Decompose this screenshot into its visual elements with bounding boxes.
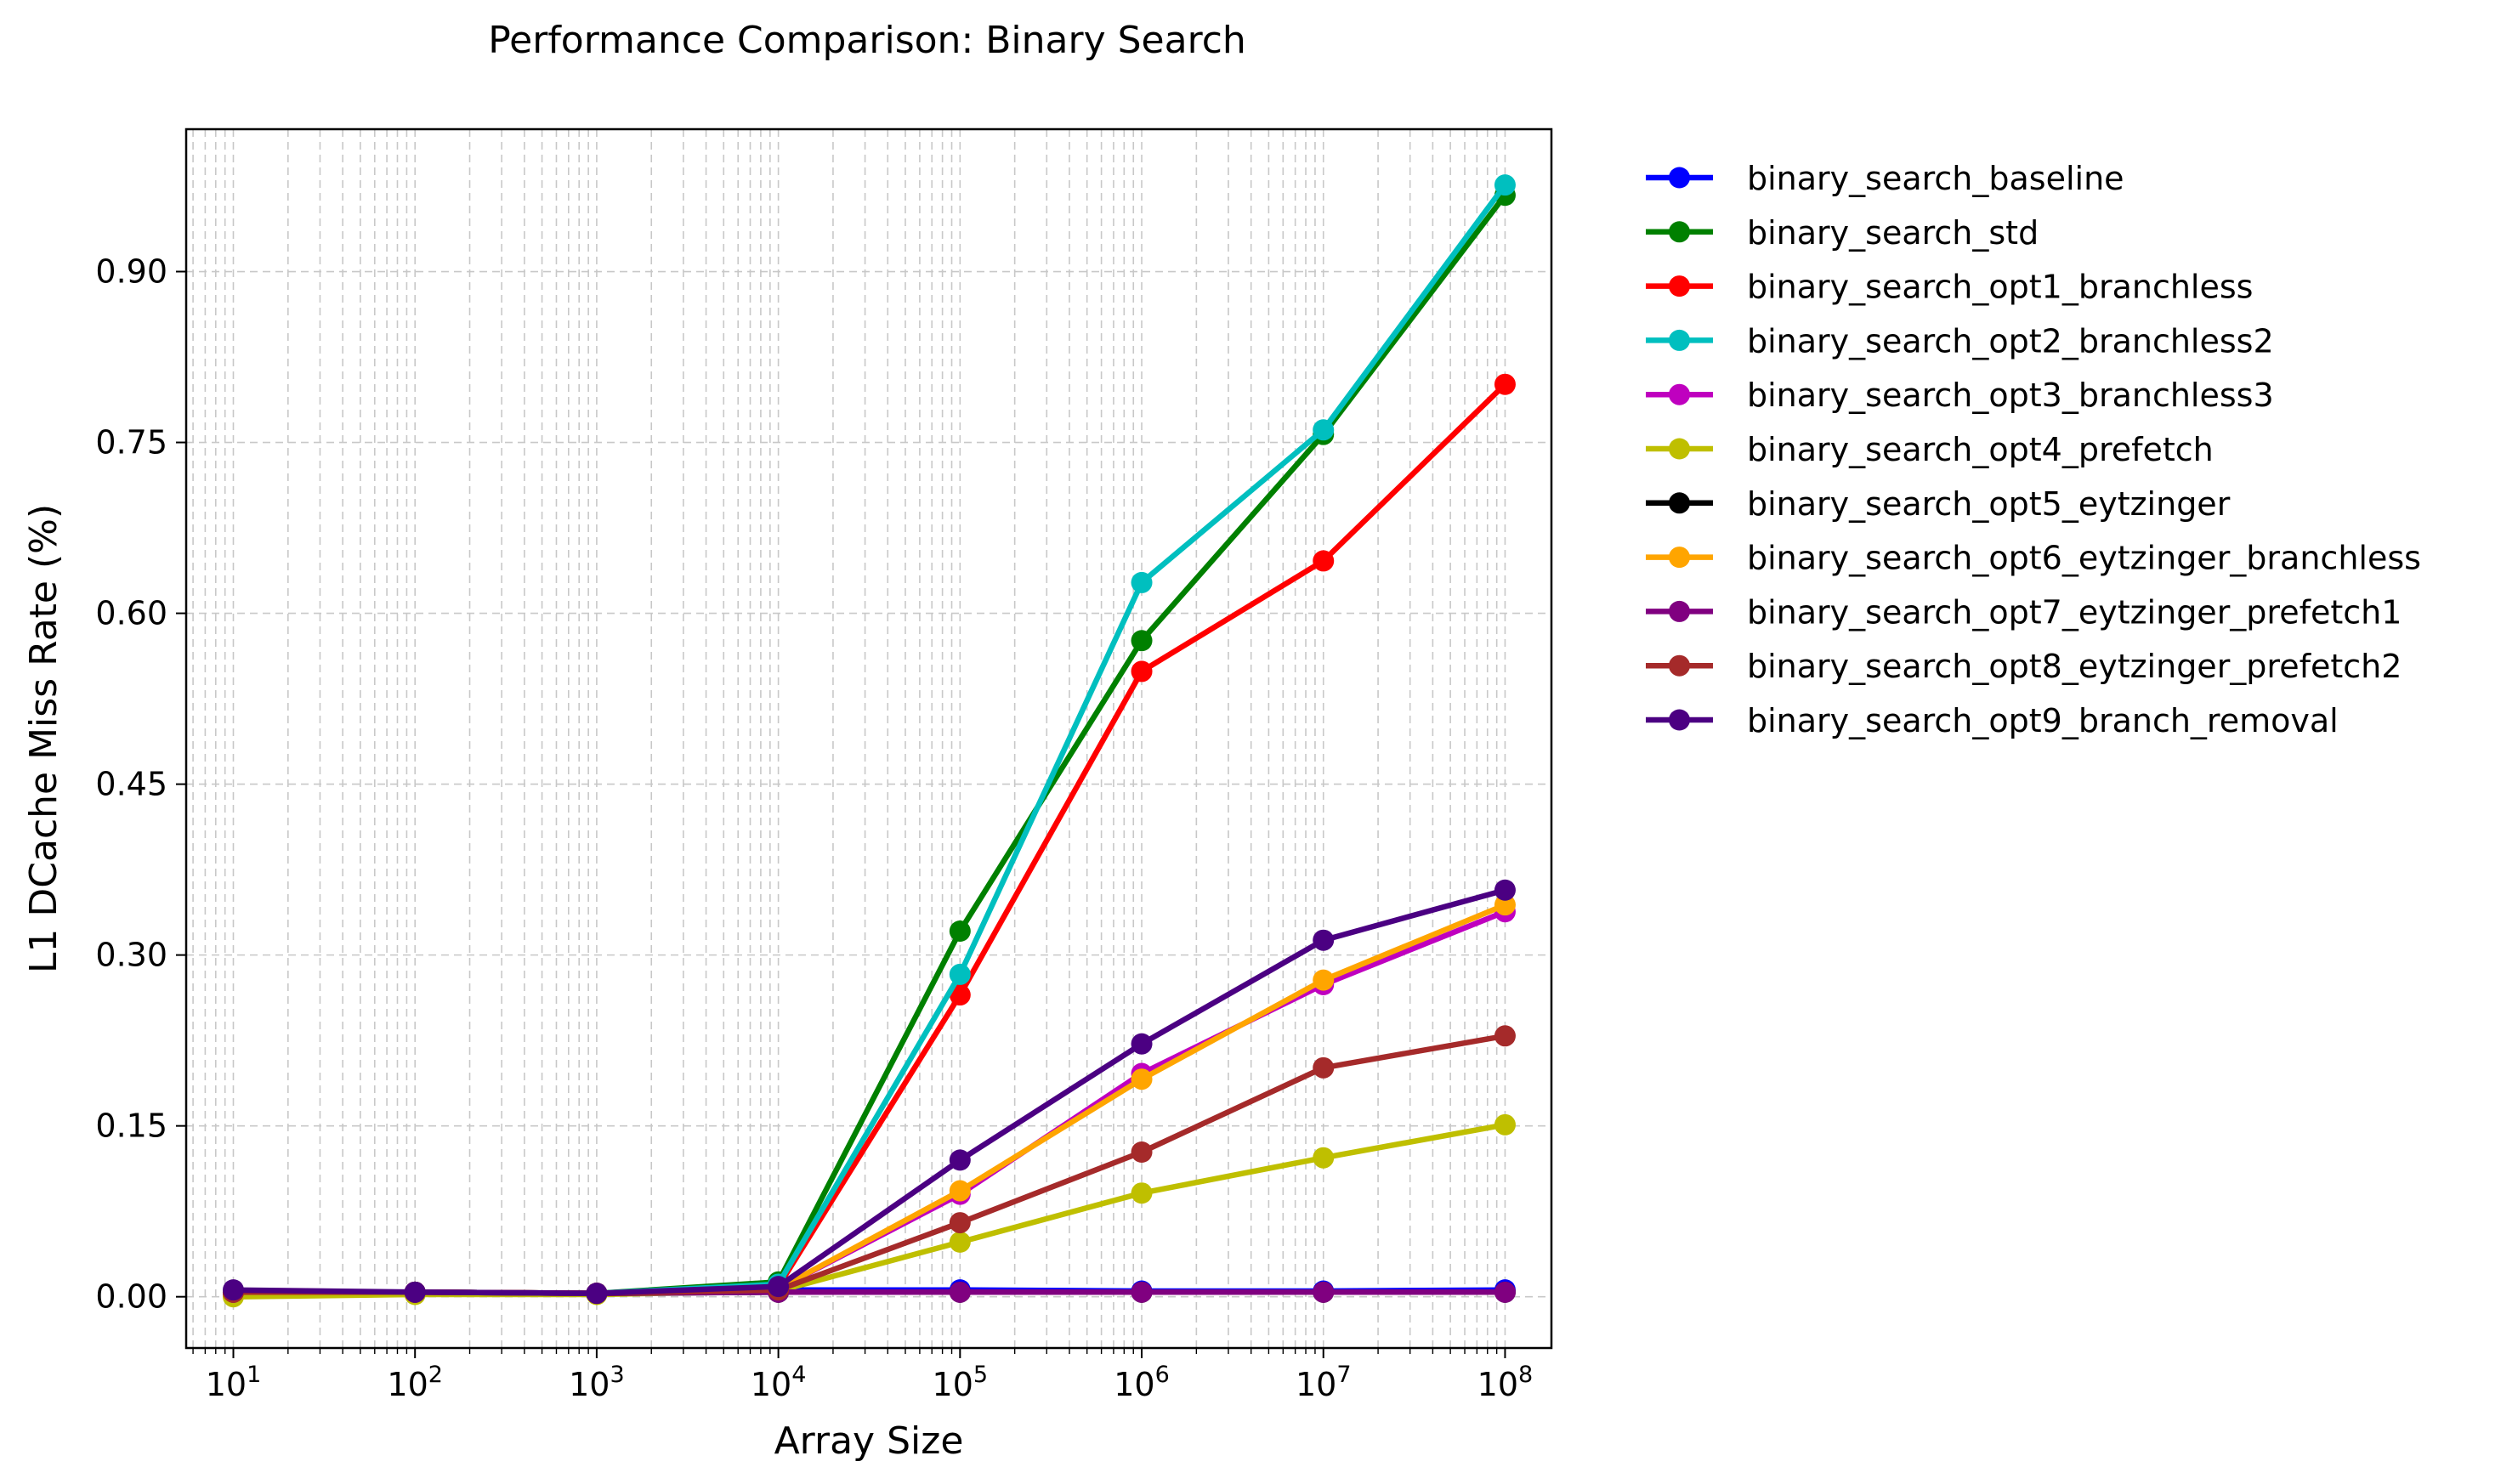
legend-entry: binary_search_opt9_branch_removal <box>1646 702 2339 739</box>
x-tick-label: 108 <box>1477 1362 1534 1403</box>
legend-entry: binary_search_std <box>1646 214 2039 252</box>
data-point <box>1494 894 1516 916</box>
x-tick-label: 105 <box>933 1362 989 1403</box>
legend-swatch-marker <box>1669 709 1690 731</box>
x-tick-label: 107 <box>1296 1362 1352 1403</box>
y-tick-label: 0.90 <box>95 253 167 291</box>
y-axis-label: L1 DCache Miss Rate (%) <box>22 504 65 973</box>
data-point <box>1494 1113 1516 1136</box>
y-axis: 0.00 0.15 0.30 0.45 0.60 0.75 0.90 <box>95 253 186 1316</box>
chart-title: Performance Comparison: Binary Search <box>488 19 1246 62</box>
data-point <box>404 1281 426 1303</box>
legend-label: binary_search_opt3_branchless3 <box>1747 377 2274 414</box>
data-point <box>1313 969 1335 991</box>
data-point <box>586 1283 608 1305</box>
series-lines <box>222 174 1516 1308</box>
y-tick-label: 0.60 <box>95 595 167 632</box>
data-point <box>1313 1147 1335 1169</box>
y-tick-label: 0.45 <box>95 766 167 803</box>
data-point <box>1494 879 1516 901</box>
y-tick-label: 0.00 <box>95 1278 167 1316</box>
legend-label: binary_search_opt9_branch_removal <box>1747 702 2339 739</box>
legend-swatch-marker <box>1669 221 1690 243</box>
legend-swatch-marker <box>1669 600 1690 622</box>
data-point <box>949 984 971 1006</box>
legend-swatch-marker <box>1669 275 1690 297</box>
legend-entry: binary_search_opt7_eytzinger_prefetch1 <box>1646 593 2402 631</box>
legend-entry: binary_search_opt6_eytzinger_branchless <box>1646 540 2421 577</box>
data-point <box>1494 174 1516 196</box>
y-tick-label: 0.30 <box>95 937 167 974</box>
data-point <box>1494 1025 1516 1047</box>
legend-swatch-marker <box>1669 329 1690 351</box>
data-point <box>1313 1056 1335 1079</box>
data-point <box>1131 571 1153 593</box>
data-point <box>1313 929 1335 951</box>
legend-entry: binary_search_opt2_branchless2 <box>1646 322 2274 360</box>
legend-swatch-marker <box>1669 167 1690 189</box>
legend-entry: binary_search_opt8_eytzinger_prefetch2 <box>1646 648 2402 685</box>
data-point <box>949 1149 971 1171</box>
data-point <box>949 1212 971 1234</box>
data-point <box>222 1279 244 1301</box>
legend-swatch-marker <box>1669 547 1690 569</box>
legend-label: binary_search_opt4_prefetch <box>1747 431 2214 468</box>
data-point <box>949 1180 971 1202</box>
x-tick-label: 104 <box>751 1362 807 1403</box>
legend-label: binary_search_opt6_eytzinger_branchless <box>1747 540 2421 577</box>
data-point <box>1131 1281 1153 1303</box>
data-point <box>949 963 971 985</box>
data-point <box>1131 1068 1153 1090</box>
data-point <box>949 920 971 942</box>
legend: binary_search_baseline binary_search_stdb… <box>1646 160 2421 739</box>
x-axis: 101 102 103 104 105 106 107 108 <box>192 1348 1534 1403</box>
series-binary_search_opt9_branch_removal <box>222 879 1516 1305</box>
data-point <box>768 1276 790 1298</box>
legend-entry: binary_search_opt3_branchless3 <box>1646 377 2274 414</box>
legend-label: binary_search_std <box>1747 214 2039 252</box>
x-tick-label: 106 <box>1114 1362 1170 1403</box>
legend-entry: binary_search_opt5_eytzinger <box>1646 485 2231 523</box>
legend-swatch-marker <box>1669 438 1690 460</box>
x-axis-label: Array Size <box>774 1419 964 1463</box>
data-point <box>1131 1182 1153 1204</box>
x-tick-label: 101 <box>206 1362 262 1403</box>
data-point <box>1131 630 1153 652</box>
data-point <box>949 1281 971 1303</box>
data-point <box>1313 550 1335 572</box>
data-point <box>1131 1033 1153 1055</box>
y-tick-label: 0.15 <box>95 1107 167 1145</box>
data-point <box>1131 660 1153 683</box>
x-tick-label: 102 <box>387 1362 443 1403</box>
legend-label: binary_search_opt8_eytzinger_prefetch2 <box>1747 648 2402 685</box>
legend-label: binary_search_opt1_branchless <box>1747 269 2253 306</box>
legend-label: binary_search_opt5_eytzinger <box>1747 485 2231 523</box>
legend-swatch-marker <box>1669 654 1690 677</box>
legend-swatch-marker <box>1669 492 1690 514</box>
data-point <box>949 1231 971 1253</box>
series-line <box>230 886 1508 1296</box>
legend-label: binary_search_opt2_branchless2 <box>1747 322 2274 360</box>
data-point <box>1313 1281 1335 1303</box>
data-point <box>1494 373 1516 395</box>
legend-entry: binary_search_baseline <box>1646 160 2124 197</box>
data-point <box>1313 419 1335 441</box>
legend-entry: binary_search_opt4_prefetch <box>1646 431 2214 468</box>
legend-entry: binary_search_opt1_branchless <box>1646 269 2253 306</box>
data-point <box>1131 1141 1153 1163</box>
legend-label: binary_search_baseline <box>1747 160 2124 197</box>
legend-swatch-marker <box>1669 383 1690 405</box>
data-point <box>1494 1281 1516 1303</box>
legend-label: binary_search_opt7_eytzinger_prefetch1 <box>1747 593 2402 631</box>
x-tick-label: 103 <box>569 1362 625 1403</box>
y-tick-label: 0.75 <box>95 424 167 462</box>
plot-area <box>184 127 1553 1350</box>
